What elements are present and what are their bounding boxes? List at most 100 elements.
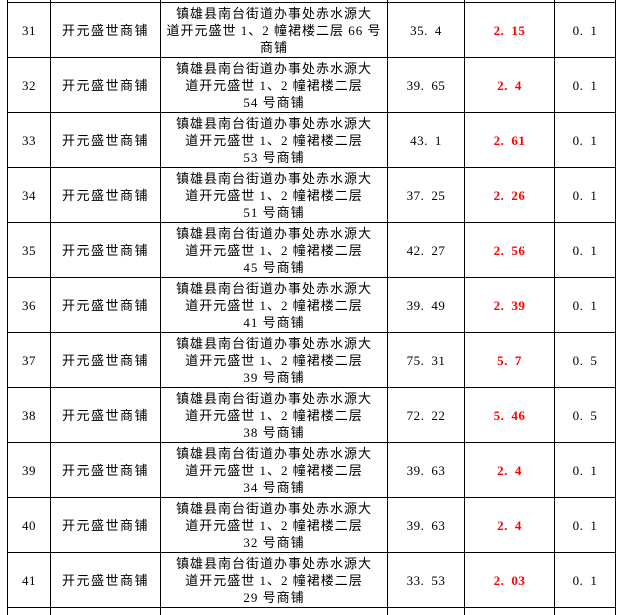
row-number-cell: 33: [7, 112, 51, 168]
price-cell: 2. 4: [464, 442, 555, 498]
area-cell: 39. 65: [387, 57, 465, 113]
table-row: 39 开元盛世商铺 镇雄县南台街道办事处赤水源大 道开元盛世 1、2 幢裙楼二层 34 …: [7, 442, 616, 498]
address-cell: 镇雄县南台街道办事处赤水源大 道开元盛世 1、2 幢裙楼二层 38 号商铺: [160, 387, 388, 443]
address-line: 镇雄县南台街道办事处赤水源大: [175, 60, 372, 76]
row-number-cell: 41: [7, 552, 51, 608]
empty-cell: [387, 607, 465, 615]
table-row: 37 开元盛世商铺 镇雄县南台街道办事处赤水源大 道开元盛世 1、2 幢裙楼二层 39 …: [7, 332, 616, 388]
address-line: 41 号商铺: [243, 314, 305, 330]
area-cell: 39. 49: [387, 277, 465, 333]
empty-cell: [464, 607, 555, 615]
empty-cell: [554, 607, 616, 615]
address-cell: 镇雄县南台街道办事处赤水源大 道开元盛世 1、2 幢裙楼二层 41 号商铺: [160, 277, 388, 333]
table-row: 34 开元盛世商铺 镇雄县南台街道办事处赤水源大 道开元盛世 1、2 幢裙楼二层 51 …: [7, 167, 616, 223]
address-cell: 镇雄县南台街道办事处赤水源大 道开元盛世 1、2 幢裙楼二层 53 号商铺: [160, 112, 388, 168]
address-line: 镇雄县南台街道办事处赤水源大: [175, 335, 372, 351]
deposit-cell: 0. 1: [554, 222, 616, 278]
address-line: 镇雄县南台街道办事处赤水源大: [175, 5, 372, 21]
address-line: 道开元盛世 1、2 幢裙楼二层: [185, 132, 363, 148]
row-number-cell: 38: [7, 387, 51, 443]
shop-name-cell: 开元盛世商铺: [50, 442, 161, 498]
address-line: 道开元盛世 1、2 幢裙楼二层: [185, 297, 363, 313]
table-row: 31 开元盛世商铺 镇雄县南台街道办事处赤水源大 道开元盛世 1、2 幢裙楼二层 66…: [7, 2, 616, 58]
row-number-cell: 37: [7, 332, 51, 388]
address-line: 34 号商铺: [243, 479, 305, 495]
row-number-cell: 35: [7, 222, 51, 278]
shop-name-cell: 开元盛世商铺: [50, 2, 161, 58]
deposit-cell: 0. 5: [554, 387, 616, 443]
deposit-cell: 0. 1: [554, 167, 616, 223]
address-line: 32 号商铺: [243, 534, 305, 550]
area-cell: 33. 53: [387, 552, 465, 608]
shop-name-cell: 开元盛世商铺: [50, 497, 161, 553]
shops-table: 31 开元盛世商铺 镇雄县南台街道办事处赤水源大 道开元盛世 1、2 幢裙楼二层 66…: [7, 0, 616, 615]
area-cell: 42. 27: [387, 222, 465, 278]
price-cell: 2. 03: [464, 552, 555, 608]
table-row: 41 开元盛世商铺 镇雄县南台街道办事处赤水源大 道开元盛世 1、2 幢裙楼二层 29 …: [7, 552, 616, 608]
partial-row-bottom: [7, 607, 616, 615]
shop-name-cell: 开元盛世商铺: [50, 277, 161, 333]
price-cell: 2. 4: [464, 57, 555, 113]
deposit-cell: 0. 1: [554, 277, 616, 333]
table-row: 33 开元盛世商铺 镇雄县南台街道办事处赤水源大 道开元盛世 1、2 幢裙楼二层 53 …: [7, 112, 616, 168]
price-cell: 2. 39: [464, 277, 555, 333]
address-line: 道开元盛世 1、2 幢裙楼二层 66 号: [166, 22, 382, 38]
deposit-cell: 0. 1: [554, 497, 616, 553]
address-cell: 镇雄县南台街道办事处赤水源大 道开元盛世 1、2 幢裙楼二层 51 号商铺: [160, 167, 388, 223]
address-line: 镇雄县南台街道办事处赤水源大: [175, 445, 372, 461]
area-cell: 37. 25: [387, 167, 465, 223]
area-cell: 39. 63: [387, 442, 465, 498]
address-cell: 镇雄县南台街道办事处赤水源大 道开元盛世 1、2 幢裙楼二层 29 号商铺: [160, 552, 388, 608]
address-line: 道开元盛世 1、2 幢裙楼二层: [185, 517, 363, 533]
table-body: 31 开元盛世商铺 镇雄县南台街道办事处赤水源大 道开元盛世 1、2 幢裙楼二层 66…: [7, 0, 616, 615]
deposit-cell: 0. 1: [554, 112, 616, 168]
address-line: 53 号商铺: [243, 149, 305, 165]
area-cell: 35. 4: [387, 2, 465, 58]
area-cell: 72. 22: [387, 387, 465, 443]
address-line: 道开元盛世 1、2 幢裙楼二层: [185, 242, 363, 258]
address-line: 商铺: [259, 39, 288, 55]
address-line: 道开元盛世 1、2 幢裙楼二层: [185, 462, 363, 478]
address-line: 镇雄县南台街道办事处赤水源大: [175, 115, 372, 131]
deposit-cell: 0. 1: [554, 442, 616, 498]
address-cell: 镇雄县南台街道办事处赤水源大 道开元盛世 1、2 幢裙楼二层 45 号商铺: [160, 222, 388, 278]
address-line: 镇雄县南台街道办事处赤水源大: [175, 390, 372, 406]
price-cell: 5. 7: [464, 332, 555, 388]
address-line: 道开元盛世 1、2 幢裙楼二层: [185, 352, 363, 368]
address-line: 道开元盛世 1、2 幢裙楼二层: [185, 407, 363, 423]
row-number-cell: 34: [7, 167, 51, 223]
table-row: 36 开元盛世商铺 镇雄县南台街道办事处赤水源大 道开元盛世 1、2 幢裙楼二层 41 …: [7, 277, 616, 333]
shop-name-cell: 开元盛世商铺: [50, 387, 161, 443]
empty-cell: [7, 607, 51, 615]
row-number-cell: 40: [7, 497, 51, 553]
address-line: 镇雄县南台街道办事处赤水源大: [175, 500, 372, 516]
price-cell: 2. 15: [464, 2, 555, 58]
empty-cell: [50, 607, 161, 615]
shop-name-cell: 开元盛世商铺: [50, 112, 161, 168]
address-line: 镇雄县南台街道办事处赤水源大: [175, 225, 372, 241]
price-cell: 5. 46: [464, 387, 555, 443]
address-line: 镇雄县南台街道办事处赤水源大: [175, 170, 372, 186]
table-row: 35 开元盛世商铺 镇雄县南台街道办事处赤水源大 道开元盛世 1、2 幢裙楼二层 45 …: [7, 222, 616, 278]
shop-name-cell: 开元盛世商铺: [50, 167, 161, 223]
shop-name-cell: 开元盛世商铺: [50, 57, 161, 113]
address-cell: 镇雄县南台街道办事处赤水源大 道开元盛世 1、2 幢裙楼二层 34 号商铺: [160, 442, 388, 498]
address-line: 51 号商铺: [243, 204, 305, 220]
area-cell: 43. 1: [387, 112, 465, 168]
address-line: 39 号商铺: [243, 369, 305, 385]
address-line: 54 号商铺: [243, 94, 305, 110]
table-row: 38 开元盛世商铺 镇雄县南台街道办事处赤水源大 道开元盛世 1、2 幢裙楼二层 38 …: [7, 387, 616, 443]
price-cell: 2. 61: [464, 112, 555, 168]
area-cell: 75. 31: [387, 332, 465, 388]
address-line: 道开元盛世 1、2 幢裙楼二层: [185, 77, 363, 93]
address-cell: 镇雄县南台街道办事处赤水源大 道开元盛世 1、2 幢裙楼二层 66 号商铺: [160, 2, 388, 58]
row-number-cell: 36: [7, 277, 51, 333]
deposit-cell: 0. 1: [554, 552, 616, 608]
row-number-cell: 32: [7, 57, 51, 113]
address-line: 45 号商铺: [243, 259, 305, 275]
shop-name-cell: 开元盛世商铺: [50, 552, 161, 608]
address-line: 镇雄县南台街道办事处赤水源大: [175, 280, 372, 296]
row-number-cell: 39: [7, 442, 51, 498]
empty-cell: [160, 607, 388, 615]
